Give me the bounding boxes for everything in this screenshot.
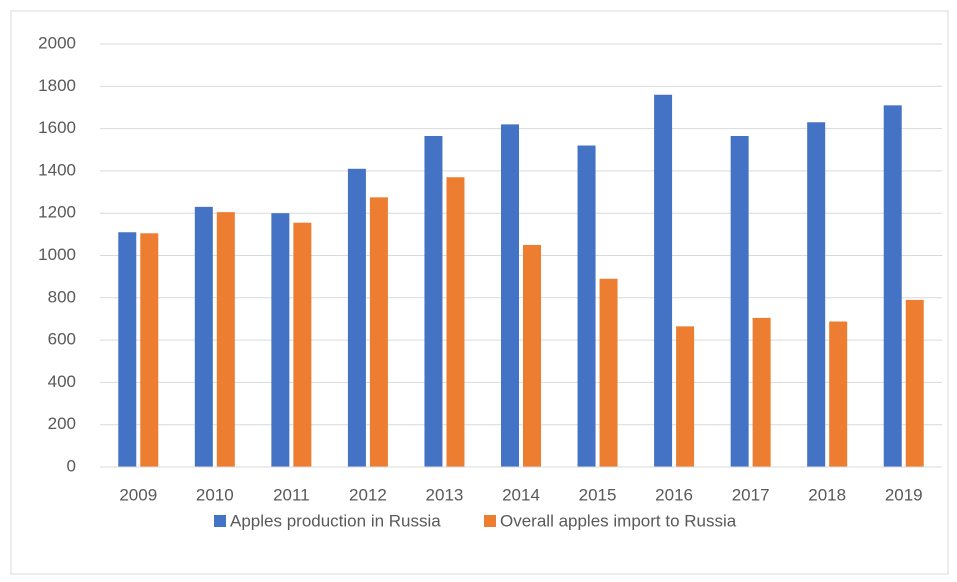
- y-tick-label: 600: [48, 330, 76, 349]
- x-tick-label: 2011: [273, 485, 310, 504]
- bar: [501, 124, 519, 468]
- bar: [730, 136, 749, 467]
- legend-swatch: [214, 515, 226, 527]
- bar: [216, 212, 235, 467]
- bar: [118, 232, 137, 467]
- legend-swatch: [484, 515, 496, 527]
- y-tick-label: 2000: [38, 33, 76, 52]
- bar: [599, 278, 618, 467]
- y-tick-label: 1200: [38, 203, 76, 222]
- y-tick-label: 1400: [38, 160, 76, 179]
- y-tick-label: 1000: [38, 245, 76, 264]
- y-tick-label: 0: [67, 456, 76, 475]
- x-tick-label: 2016: [655, 485, 693, 504]
- bar: [523, 244, 541, 467]
- bar: [369, 197, 388, 467]
- x-tick-label: 2018: [808, 485, 846, 504]
- bar: [140, 233, 159, 467]
- y-tick-label: 200: [48, 414, 76, 433]
- bar: [194, 206, 213, 468]
- x-tick-label: 2012: [349, 485, 387, 504]
- legend-label: Apples production in Russia: [230, 511, 441, 530]
- bar: [271, 213, 290, 467]
- bar: [905, 299, 924, 467]
- x-tick-label: 2013: [426, 485, 464, 504]
- x-tick-label: 2014: [502, 485, 540, 504]
- bar: [347, 168, 366, 467]
- y-tick-label: 400: [48, 372, 76, 391]
- legend-label: Overall apples import to Russia: [500, 511, 737, 530]
- bar: [752, 317, 771, 467]
- x-tick-label: 2010: [196, 485, 234, 504]
- bar: [807, 122, 826, 467]
- x-tick-label: 2009: [119, 485, 157, 504]
- x-tick-label: 2017: [732, 485, 770, 504]
- bar: [293, 222, 312, 467]
- bar: [654, 94, 673, 467]
- bar: [883, 105, 902, 468]
- bar: [676, 326, 695, 467]
- bar: [424, 136, 443, 467]
- y-tick-label: 1800: [38, 76, 76, 95]
- y-tick-label: 800: [48, 287, 76, 306]
- bar: [446, 177, 465, 467]
- chart-frame: [10, 10, 949, 575]
- y-tick-label: 1600: [38, 118, 76, 137]
- x-tick-label: 2015: [579, 485, 617, 504]
- x-tick-label: 2019: [885, 485, 923, 504]
- bar: [829, 321, 848, 467]
- bar: [577, 145, 596, 467]
